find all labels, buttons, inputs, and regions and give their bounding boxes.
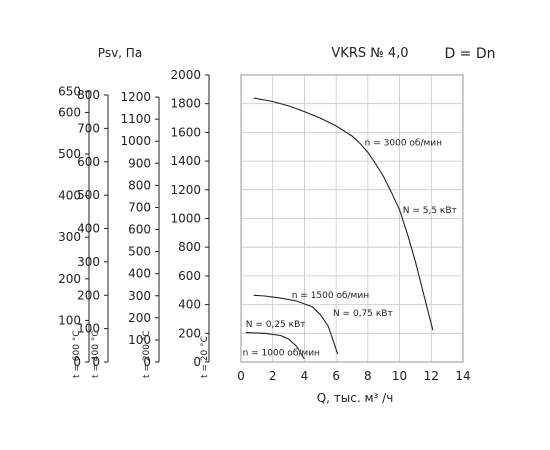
y-tick-label: 500 [128,245,151,259]
annotations: n = 3000 об/мин N = 5,5 кВт n = 1500 об/ми… [243,138,457,358]
y-tick-label: 1200 [170,183,201,197]
y-tick-label: 300 [58,230,81,244]
y-tick-label: 200 [128,311,151,325]
y-tick-label: 600 [58,105,81,119]
y-tick-label: 650 [58,85,81,99]
y-tick-label: 800 [128,178,151,192]
series-line [253,97,434,331]
x-tick-labels: 0 2 4 6 8 10 12 14 [237,369,470,383]
y-tick-label: 400 [128,267,151,281]
chart-title: VKRS № 4,0 [331,46,408,61]
y-tick-label: 600 [128,223,151,237]
x-tick-label: 0 [237,369,245,383]
plot-frame [240,74,464,363]
series-line [245,332,305,360]
temperature-label: t = 20 °C [200,336,210,378]
x-tick-label: 2 [269,369,277,383]
y-tick-label: 200 [178,326,201,340]
y-tick-label: 0 [92,355,100,369]
temperature-label: t = 600 °C [72,330,82,378]
annotation-label: n = 1500 об/мин [292,291,369,301]
temperature-label: t = 200 °C [142,330,152,378]
y-tick-label: 1400 [170,154,201,168]
y-tick-label: 900 [128,156,151,170]
y-tick-label: 100 [128,333,151,347]
series-line [253,294,339,355]
y-tick-label: 1800 [170,97,201,111]
annotation-label: n = 1000 об/мин [243,349,320,359]
y-tick-label: 1600 [170,125,201,139]
grid [240,74,464,363]
y-tick-label: 1200 [120,90,151,104]
x-tick-label: 14 [455,369,470,383]
x-axis-label: Q, тыс. м³ /ч [317,391,394,405]
y-tick-label: 0 [193,355,201,369]
y-tick-label: 400 [178,298,201,312]
y-tick-label: 400 [58,189,81,203]
chart-subtitle: D = Dn [444,46,495,62]
y-tick-label: 0 [143,355,151,369]
annotation-label: n = 3000 об/мин [365,138,442,148]
y-tick-label: 2000 [170,68,201,82]
y-tick-label: 700 [128,200,151,214]
annotation-label: N = 0,25 кВт [246,320,306,330]
curves [245,97,434,360]
y-tick-label: 600 [178,269,201,283]
x-tick-label: 10 [392,369,407,383]
x-tick-label: 4 [301,369,309,383]
annotation-label: N = 5,5 кВт [403,206,457,216]
y-tick-label: 1000 [170,212,201,226]
temperature-label: t = 400 °C [91,330,101,378]
x-tick-label: 6 [332,369,340,383]
y-tick-label: 0 [73,355,81,369]
y-tick-label: 300 [128,289,151,303]
y-axis-label: Psv, Па [98,46,142,60]
y-tick-label: 1000 [120,134,151,148]
x-tick-label: 12 [424,369,439,383]
y-tick-label: 500 [58,147,81,161]
y-tick-label: 200 [58,272,81,286]
y-tick-label: 800 [178,240,201,254]
x-tick-label: 8 [364,369,372,383]
y-tick-label: 1100 [120,112,151,126]
annotation-label: N = 0,75 кВт [333,309,393,319]
y-tick-label: 100 [58,313,81,327]
